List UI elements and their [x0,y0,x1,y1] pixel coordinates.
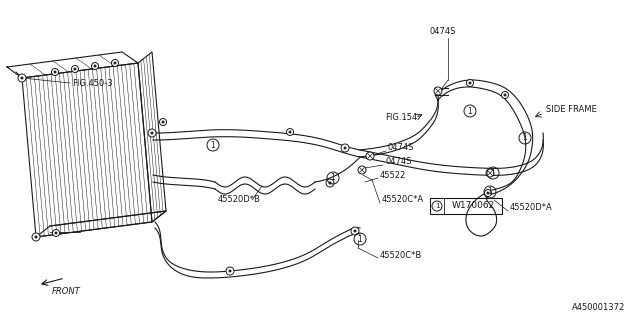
Text: FIG.450-3: FIG.450-3 [72,78,113,87]
Text: 45522: 45522 [380,171,406,180]
Circle shape [487,192,489,194]
Circle shape [35,236,37,238]
Circle shape [344,147,346,149]
Bar [430,198,502,214]
Circle shape [32,233,40,241]
Text: 1: 1 [211,140,216,149]
Circle shape [287,129,294,135]
Text: 1: 1 [468,107,472,116]
Text: 45520C*A: 45520C*A [382,196,424,204]
Text: 1: 1 [358,235,362,244]
Circle shape [289,131,291,133]
Circle shape [484,189,492,196]
Circle shape [148,129,156,137]
Circle shape [226,267,234,275]
Circle shape [151,132,153,134]
Circle shape [467,79,474,86]
Text: 0474S: 0474S [385,157,412,166]
Circle shape [434,87,442,95]
Circle shape [354,230,356,232]
Circle shape [468,82,471,84]
Circle shape [329,182,332,184]
Circle shape [351,227,359,235]
Circle shape [504,94,506,96]
Circle shape [72,66,79,73]
Circle shape [18,74,26,82]
Circle shape [54,71,56,73]
Text: 1: 1 [331,173,335,182]
Circle shape [20,77,23,79]
Circle shape [111,60,118,67]
Circle shape [326,179,334,187]
Circle shape [51,68,58,76]
Circle shape [341,144,349,152]
Text: 1: 1 [488,188,492,196]
Circle shape [366,152,374,160]
Text: FIG.154: FIG.154 [385,114,417,123]
Text: 0474S: 0474S [430,28,456,36]
Circle shape [74,68,76,70]
Circle shape [94,65,96,67]
Text: A450001372: A450001372 [572,303,625,313]
Text: SIDE FRAME: SIDE FRAME [546,106,596,115]
Circle shape [114,62,116,64]
Circle shape [159,118,166,125]
Circle shape [52,229,60,236]
Text: 45520D*B: 45520D*B [218,196,261,204]
Circle shape [229,270,231,272]
Text: 1: 1 [435,203,439,209]
Text: 1: 1 [491,169,495,178]
Text: 45520C*B: 45520C*B [380,251,422,260]
Circle shape [92,62,99,69]
Text: 1: 1 [523,133,527,142]
Circle shape [486,169,494,177]
Text: 45520D*A: 45520D*A [510,204,553,212]
Text: FRONT: FRONT [52,287,81,297]
Text: W170062: W170062 [451,202,495,211]
Circle shape [162,121,164,123]
Text: 0474S: 0474S [388,143,414,153]
Circle shape [55,232,57,234]
Circle shape [358,166,366,174]
Circle shape [502,92,509,99]
